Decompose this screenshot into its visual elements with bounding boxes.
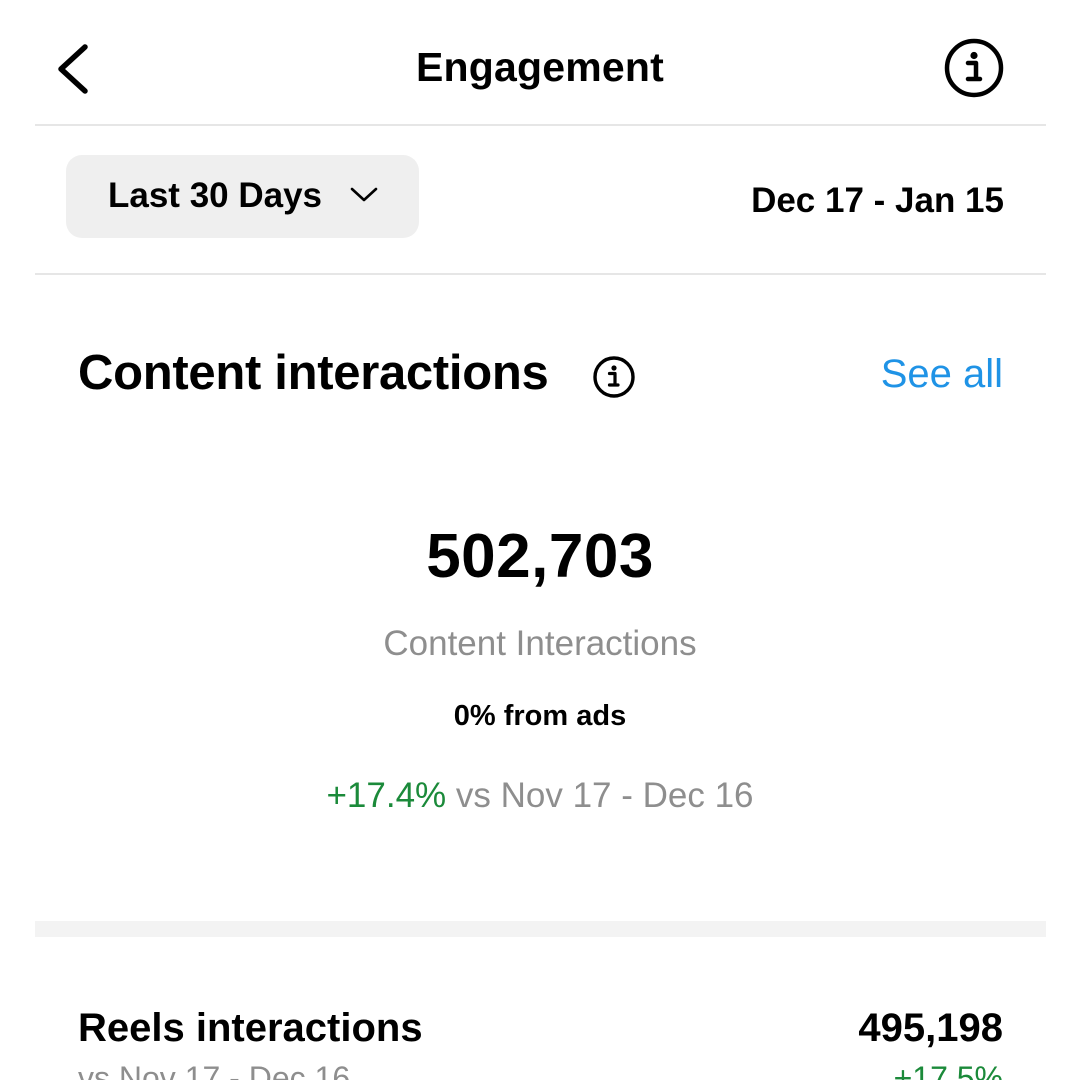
total-interactions-value: 502,703 — [426, 522, 654, 591]
reels-change-percent: +17.5% — [893, 1060, 1003, 1080]
top-bar: Engagement — [0, 0, 1080, 126]
reels-interactions-title: Reels interactions — [78, 1006, 423, 1050]
range-divider — [35, 273, 1046, 275]
see-all-link[interactable]: See all — [880, 352, 1003, 396]
ads-share-text: 0% from ads — [453, 700, 627, 732]
info-circle-icon — [944, 38, 1004, 98]
page-title: Engagement — [415, 44, 665, 90]
chevron-down-icon — [350, 187, 378, 202]
reels-interactions-row[interactable]: Reels interactions 495,198 vs Nov 17 - D… — [0, 990, 1080, 1080]
back-button[interactable] — [50, 40, 98, 98]
header-divider — [35, 124, 1046, 126]
section-separator — [35, 921, 1046, 937]
chevron-left-icon — [58, 44, 88, 94]
info-button[interactable] — [943, 37, 1005, 99]
comparison-text: +17.4% vs Nov 17 - Dec 16 — [0, 776, 1080, 816]
date-range-text: Dec 17 - Jan 15 — [751, 181, 1004, 220]
date-range-dropdown-label: Last 30 Days — [108, 176, 323, 215]
comparison-period: vs Nov 17 - Dec 16 — [446, 776, 754, 815]
total-interactions-caption: Content Interactions — [383, 624, 697, 663]
date-range-dropdown[interactable]: Last 30 Days — [66, 155, 419, 238]
change-percent: +17.4% — [326, 776, 447, 815]
content-interactions-info-button[interactable] — [592, 355, 636, 399]
reels-comparison-period: vs Nov 17 - Dec 16 — [78, 1060, 351, 1080]
info-circle-icon — [593, 356, 635, 398]
section-title: Content interactions — [78, 346, 549, 400]
reels-interactions-value: 495,198 — [858, 1006, 1003, 1050]
